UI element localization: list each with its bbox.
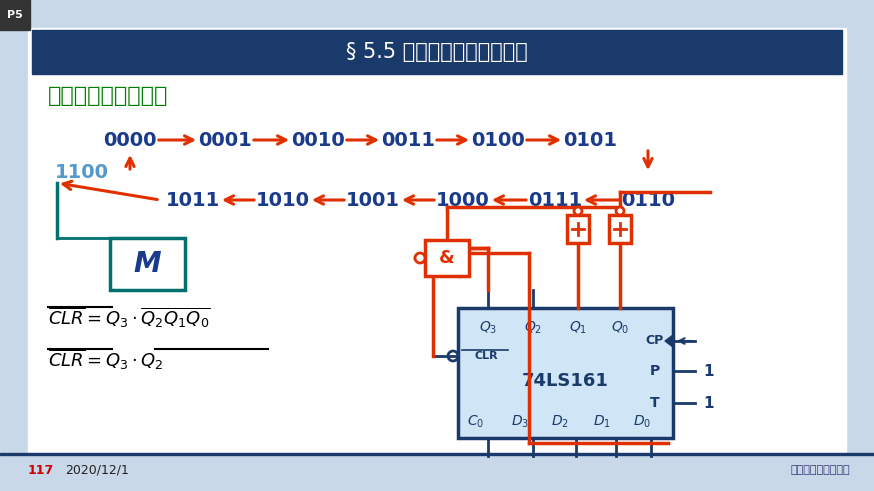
Bar: [0, 0, 30, 30]
Text: $\overline{CLR}=Q_3\cdot\overline{Q_2}\overline{Q_1}\overline{Q_0}$: $\overline{CLR}=Q_3\cdot\overline{Q_2}\o…: [48, 306, 211, 330]
Bar: [567, 215, 589, 243]
Text: 0110: 0110: [621, 191, 675, 210]
Text: $Q_3$: $Q_3$: [479, 320, 497, 336]
Text: $D_3$: $D_3$: [511, 414, 529, 430]
Bar: [609, 215, 631, 243]
Text: 1: 1: [703, 363, 713, 379]
Polygon shape: [665, 335, 673, 347]
Text: 0100: 0100: [471, 131, 525, 149]
Circle shape: [616, 207, 624, 215]
Text: M: M: [133, 250, 161, 278]
Text: CP: CP: [646, 334, 664, 348]
Bar: [458, 308, 673, 438]
Text: $D_1$: $D_1$: [593, 414, 611, 430]
Text: 1011: 1011: [166, 191, 220, 210]
Bar: [28, 28, 846, 453]
Text: P: P: [650, 364, 660, 378]
Text: 0101: 0101: [563, 131, 617, 149]
Text: 1000: 1000: [436, 191, 489, 210]
Bar: [110, 238, 185, 290]
Text: 0011: 0011: [381, 131, 435, 149]
Text: T: T: [650, 396, 660, 410]
Text: $\overline{CLR}=Q_3\cdot Q_2$: $\overline{CLR}=Q_3\cdot Q_2$: [48, 348, 163, 372]
Text: 1010: 1010: [256, 191, 310, 210]
Text: &: &: [439, 249, 454, 267]
Bar: [425, 240, 469, 276]
Text: 0010: 0010: [291, 131, 345, 149]
Text: CLR: CLR: [475, 351, 498, 361]
Text: 2020/12/1: 2020/12/1: [65, 464, 128, 476]
Bar: [0, 453, 874, 455]
Text: 0001: 0001: [198, 131, 252, 149]
Text: $Q_2$: $Q_2$: [524, 320, 542, 336]
Text: $D_0$: $D_0$: [633, 414, 651, 430]
Text: $Q_0$: $Q_0$: [611, 320, 629, 336]
Text: $Q_1$: $Q_1$: [569, 320, 587, 336]
Text: 117: 117: [28, 464, 54, 476]
Text: 电工电子学教学中心: 电工电子学教学中心: [790, 465, 850, 475]
Text: 1: 1: [703, 395, 713, 410]
Circle shape: [415, 253, 425, 263]
Text: 74LS161: 74LS161: [522, 372, 609, 390]
Text: 1001: 1001: [346, 191, 400, 210]
Text: 例：十二进制计数器: 例：十二进制计数器: [48, 86, 169, 106]
Text: 0111: 0111: [528, 191, 582, 210]
Text: 0000: 0000: [103, 131, 156, 149]
Text: $D_2$: $D_2$: [551, 414, 569, 430]
Bar: [32, 30, 842, 74]
Circle shape: [574, 207, 582, 215]
Text: 1100: 1100: [55, 164, 109, 183]
Text: $C_0$: $C_0$: [468, 414, 484, 430]
Text: § 5.5 常用时序逻辑功能器件: § 5.5 常用时序逻辑功能器件: [346, 42, 528, 62]
Bar: [0, 455, 874, 491]
Text: P5: P5: [7, 10, 23, 20]
